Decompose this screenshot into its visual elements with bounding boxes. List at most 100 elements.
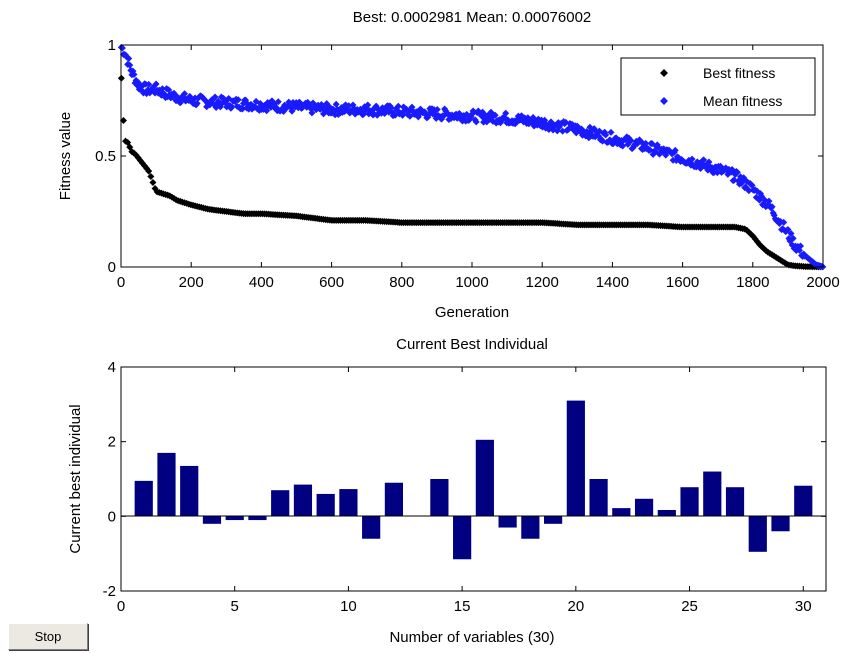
mean-fitness-point [181,90,189,98]
fitness-x-ticks: 0 200 400 600 800 1000 1200 1400 1600 1800 2000 [117,45,840,291]
x-tick-label: 30 [795,598,812,615]
best-fitness-point [149,179,157,187]
bar-variable-6 [248,516,267,521]
legend-mean-marker [660,97,668,105]
legend-best-marker [660,69,668,77]
y-tick-label: -2 [103,583,116,600]
bar-x-ticks: 0 5 10 15 20 25 30 [117,367,812,615]
bar-variable-18 [521,516,540,539]
mean-fitness-point [789,234,797,242]
x-tick-label: 1600 [666,274,699,291]
bar-y-axis-label: Current best individual [67,404,84,553]
bar-variable-20 [566,400,585,517]
bar-variable-16 [475,439,494,517]
bars-layer [134,400,813,560]
mean-fitness-point [602,131,610,139]
bar-variable-23 [634,498,654,517]
mean-fitness-point [332,100,340,108]
y-tick-label: 0 [108,508,116,525]
mean-fitness-point [308,109,316,117]
mean-fitness-point [234,96,242,104]
mean-fitness-point [399,111,407,119]
mean-fitness-point [787,229,795,237]
mean-fitness-point [688,155,696,163]
mean-fitness-point [765,197,773,205]
mean-fitness-point [126,61,134,69]
x-tick-label: 1800 [736,274,769,291]
bar-variable-17 [498,516,517,528]
bar-variable-25 [680,487,699,517]
mean-fitness-series [117,43,827,271]
bar-variable-15 [453,516,472,560]
fitness-x-axis-label: Generation [435,304,509,321]
mean-fitness-point [193,99,201,107]
bar-variable-29 [771,516,790,532]
mean-fitness-point [671,146,679,154]
mean-fitness-point [158,85,166,93]
legend-box [620,57,816,116]
mean-fitness-point [349,101,357,109]
best-individual-axes-box [120,366,827,592]
best-individual-plot-title: Current Best Individual [396,336,548,353]
fitness-legend: Best fitness Mean fitness [620,57,816,116]
mean-fitness-point [472,118,480,126]
y-tick-label: 4 [108,359,116,376]
mean-fitness-point [211,93,219,101]
bar-variable-14 [430,479,449,517]
best-fitness-point [147,173,155,181]
mean-fitness-point [627,137,635,145]
x-tick-label: 2000 [806,274,839,291]
bar-variable-21 [589,479,608,517]
x-tick-label: 10 [340,598,357,615]
bar-variable-4 [202,516,222,524]
x-tick-label: 15 [454,598,471,615]
mean-fitness-point [784,226,792,234]
mean-fitness-point [125,55,133,63]
mean-fitness-point [797,242,805,250]
bar-variable-26 [703,471,722,517]
bar-variable-8 [293,484,313,517]
mean-fitness-point [745,187,753,195]
mean-fitness-point [545,126,553,134]
fitness-y-axis-label: Fitness value [57,112,74,200]
best-fitness-series [117,74,827,271]
mean-fitness-point [607,128,615,136]
y-tick-label: 2 [108,434,116,451]
bar-variable-24 [657,509,676,517]
y-tick-label: 0.5 [95,148,116,165]
bar-variable-2 [157,452,176,517]
bar-variable-9 [316,493,335,517]
x-tick-label: 20 [567,598,584,615]
mean-fitness-point [394,102,402,110]
mean-fitness-point [288,107,296,115]
mean-fitness-point [700,156,708,164]
bar-variable-22 [612,508,631,517]
bar-variable-30 [794,485,813,517]
x-tick-label: 600 [319,274,344,291]
best-fitness-point [124,138,132,146]
x-tick-label: 400 [249,274,274,291]
bar-variable-27 [725,487,745,517]
mean-fitness-point [364,101,372,109]
bar-variable-19 [544,516,563,524]
x-tick-label: 200 [179,274,204,291]
stop-button[interactable]: Stop [8,623,88,650]
bar-variable-7 [271,490,290,517]
bar-variable-1 [134,480,153,517]
mean-fitness-point [491,111,499,119]
mean-fitness-point [145,80,153,88]
bar-variable-10 [339,489,358,517]
mean-fitness-point [433,106,441,114]
x-tick-label: 800 [389,274,414,291]
bar-x-axis-label: Number of variables (30) [389,629,554,646]
mean-fitness-point [165,86,173,94]
mean-fitness-point [748,181,756,189]
x-tick-label: 1400 [596,274,629,291]
mean-fitness-point [780,218,788,226]
best-fitness-point [145,167,153,175]
best-individual-plot: Current Best Individual 0 5 10 15 20 25 30 -20… [67,336,827,646]
mean-fitness-point [619,142,627,150]
x-tick-label: 1200 [526,274,559,291]
legend-best-label: Best fitness [703,65,775,81]
